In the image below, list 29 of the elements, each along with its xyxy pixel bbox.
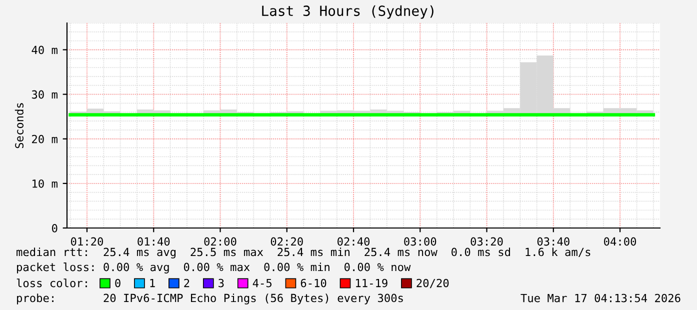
x-tick-label: 02:20 bbox=[270, 237, 303, 246]
x-tick-label: 04:00 bbox=[604, 237, 636, 246]
legend-label: 20/20 bbox=[416, 278, 449, 288]
y-tick-label: 0 bbox=[52, 224, 58, 232]
legend-label: 3 bbox=[218, 278, 224, 288]
y-tick-label: 20 m bbox=[32, 134, 58, 144]
text: Tue Mar 17 04:13:54 2026 bbox=[520, 294, 680, 302]
x-tick-label: 02:40 bbox=[338, 237, 370, 246]
x-tick-label: 03:00 bbox=[404, 237, 436, 246]
text: loss color: bbox=[16, 278, 87, 288]
x-tick-label: 03:20 bbox=[470, 237, 503, 246]
legend-label: 1 bbox=[150, 278, 155, 288]
y-tick-label: 10 m bbox=[32, 179, 58, 188]
y-axis-title: Seconds bbox=[14, 103, 24, 148]
y-tick-label: 40 m bbox=[32, 46, 58, 54]
y-tick-label: 30 m bbox=[32, 90, 58, 99]
x-tick-label: 02:00 bbox=[204, 237, 236, 246]
chart-title: Last 3 Hours (Sydney) bbox=[262, 5, 434, 19]
legend-label: 4-5 bbox=[252, 278, 272, 288]
text: packet loss: 0.00 % avg 0.00 % max 0.00 % min 0.00 % now bbox=[17, 262, 411, 274]
text: probe: 20 IPv6-ICMP Echo Pings (56 Bytes) every 300s bbox=[17, 294, 403, 304]
legend-label: 0 bbox=[115, 278, 120, 288]
x-tick-label: 01:40 bbox=[138, 237, 170, 246]
legend-label: 11-19 bbox=[356, 278, 388, 288]
text: median rtt: 25.4 ms avg 25.5 ms max 25.4 ms min 25.4 ms now 0.0 ms sd 1.6 k am/s bbox=[16, 248, 590, 258]
legend-label: 2 bbox=[184, 278, 190, 288]
x-tick-label: 03:40 bbox=[537, 237, 570, 246]
x-tick-label: 01:20 bbox=[70, 237, 103, 246]
legend-label: 6-10 bbox=[300, 278, 326, 288]
